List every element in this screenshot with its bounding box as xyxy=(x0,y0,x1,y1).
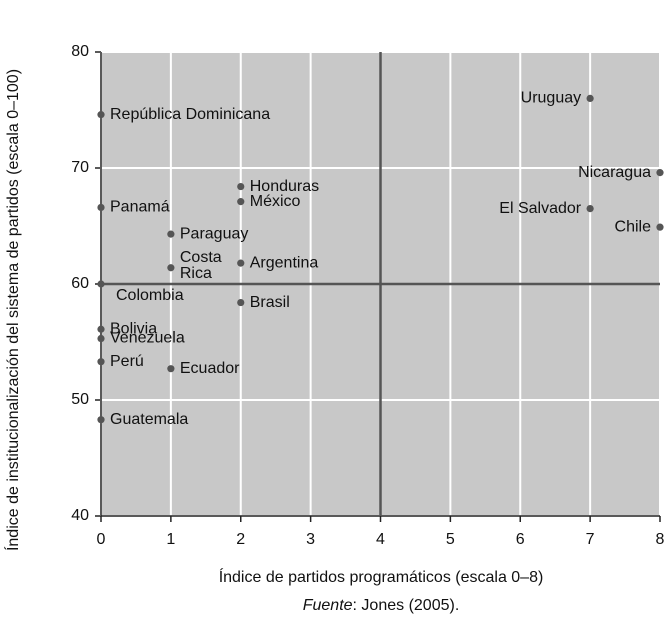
point xyxy=(97,334,105,343)
y-axis-label: Índice de institucionalización del siste… xyxy=(3,69,22,551)
point-label: Guatemala xyxy=(110,411,188,428)
point xyxy=(97,203,105,212)
point-label: Perú xyxy=(110,353,144,370)
point-label: República Dominicana xyxy=(110,106,270,123)
x-tick-label: 5 xyxy=(446,531,455,548)
source-text: : Jones (2005). xyxy=(353,597,460,614)
point xyxy=(237,298,245,307)
source-label: Fuente xyxy=(303,597,353,614)
point xyxy=(167,365,175,373)
y-tick-label: 50 xyxy=(71,391,89,408)
point-label: Venezuela xyxy=(110,330,185,347)
x-tick-label: 1 xyxy=(166,531,175,548)
y-tick-label: 60 xyxy=(71,275,89,292)
x-tick-label: 7 xyxy=(586,531,595,548)
x-tick-label: 3 xyxy=(306,531,315,548)
point xyxy=(97,325,105,333)
point xyxy=(237,182,245,191)
point xyxy=(167,264,175,272)
x-tick-label: 8 xyxy=(656,531,664,548)
point-label: Colombia xyxy=(116,287,184,304)
point-label: Honduras xyxy=(250,178,319,195)
point-label: México xyxy=(250,193,301,210)
x-tick-label: 4 xyxy=(376,531,385,548)
point-label: El Salvador xyxy=(499,200,581,217)
x-tick-label: 0 xyxy=(97,531,106,548)
point-label: Uruguay xyxy=(521,90,581,107)
point xyxy=(586,205,594,213)
point xyxy=(97,111,105,119)
point-label: Paraguay xyxy=(180,225,249,242)
point-label: Brasil xyxy=(250,294,290,311)
point-label: Panamá xyxy=(110,199,170,216)
point xyxy=(167,230,175,238)
point xyxy=(656,223,664,231)
x-tick-label: 2 xyxy=(236,531,245,548)
point xyxy=(97,416,105,424)
point xyxy=(97,280,105,288)
point-label: Nicaragua xyxy=(578,164,651,181)
point-label: Chile xyxy=(615,218,652,235)
x-tick-label: 6 xyxy=(516,531,525,548)
point-label: Ecuador xyxy=(180,360,240,377)
point xyxy=(237,259,245,267)
point-label: Bolivia xyxy=(110,320,157,337)
point xyxy=(656,169,664,177)
y-tick-label: 40 xyxy=(71,507,89,524)
point xyxy=(237,198,245,206)
y-tick-label: 80 xyxy=(71,43,89,60)
source: Fuente: Jones (2005). xyxy=(303,597,460,614)
point xyxy=(97,358,105,366)
x-axis-label: Índice de partidos programáticos (escala… xyxy=(219,567,544,586)
point-label: Costa Rica xyxy=(180,249,222,282)
y-tick-label: 70 xyxy=(71,159,89,176)
point-label: Argentina xyxy=(250,254,319,271)
point xyxy=(586,94,594,102)
